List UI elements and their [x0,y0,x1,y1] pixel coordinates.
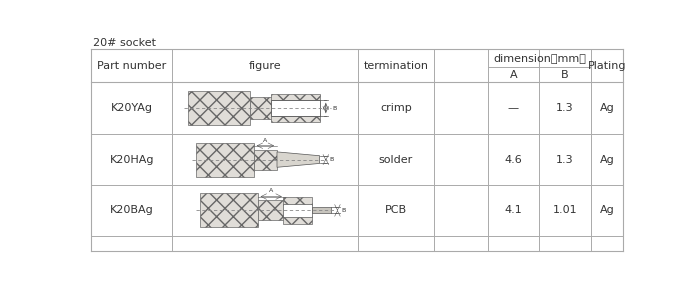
Text: PCB: PCB [385,205,407,215]
Polygon shape [277,152,320,167]
Text: A: A [263,138,268,143]
Text: Ag: Ag [600,205,615,215]
Text: A: A [510,70,517,80]
Text: Plating: Plating [588,61,627,71]
Bar [312,207,331,214]
Text: B: B [561,70,569,80]
Bar [250,97,273,119]
Bar [283,197,312,205]
Text: Ag: Ag [600,103,615,113]
Bar [199,193,258,227]
Text: figure: figure [249,61,282,71]
Bar [271,100,320,116]
Text: 4.1: 4.1 [505,205,522,215]
Text: solder: solder [379,154,413,165]
Bar [271,116,320,122]
Bar [271,94,320,100]
Bar [283,204,312,217]
Text: 1.3: 1.3 [556,103,574,113]
Text: Part number: Part number [97,61,167,71]
Text: K20BAg: K20BAg [110,205,153,215]
Text: B: B [330,157,334,162]
Bar [188,91,250,125]
Bar [258,201,285,220]
Bar [254,150,277,170]
Bar [283,216,312,224]
Text: —: — [508,103,519,113]
Text: 1.01: 1.01 [553,205,577,215]
Text: K20HAg: K20HAg [109,154,154,165]
Text: B: B [332,105,336,110]
Text: dimension（mm）: dimension（mm） [493,53,585,63]
Text: A: A [269,189,273,193]
Bar [196,143,254,177]
Text: crimp: crimp [380,103,412,113]
Text: termination: termination [363,61,429,71]
Text: 4.6: 4.6 [505,154,522,165]
Text: B: B [342,208,346,213]
Text: 1.3: 1.3 [556,154,574,165]
Text: K20YAg: K20YAg [111,103,153,113]
Text: 20# socket: 20# socket [93,37,156,47]
Text: Ag: Ag [600,154,615,165]
